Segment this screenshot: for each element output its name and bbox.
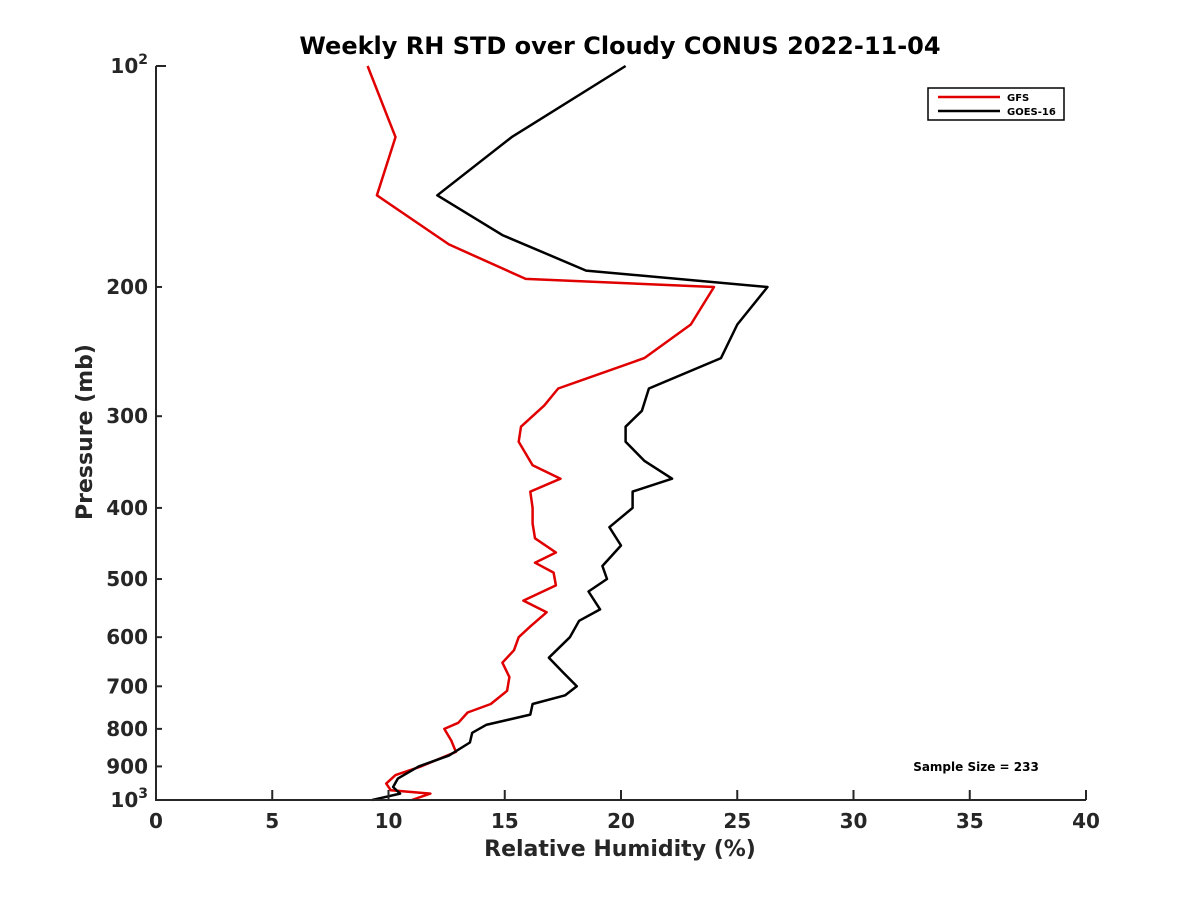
y-axis-label: Pressure (mb) (73, 344, 98, 520)
x-tick-label: 40 (1072, 809, 1100, 833)
legend: GFS GOES-16 (927, 87, 1065, 121)
x-tick-label: 0 (149, 809, 163, 833)
plot-area (366, 64, 769, 802)
y-tick-label: 600 (106, 625, 148, 649)
x-axis-label: Relative Humidity (%) (484, 837, 756, 862)
x-axis-ticks: 0 5 10 15 20 25 30 35 40 (149, 790, 1100, 833)
y-tick-label: 200 (106, 275, 148, 299)
series-line-gfs (366, 65, 716, 802)
chart-title: Weekly RH STD over Cloudy CONUS 2022-11-… (299, 32, 940, 60)
legend-entries: GFS GOES-16 (938, 93, 1056, 118)
y-tick-label: 400 (106, 496, 148, 520)
y-tick-label: 800 (106, 717, 148, 741)
y-tick-label: 700 (106, 674, 148, 698)
legend-label: GFS (1007, 93, 1029, 104)
y-tick-exponent: 3 (138, 786, 148, 802)
x-tick-label: 5 (265, 809, 279, 833)
y-tick-label: 102 (110, 52, 148, 78)
series-line-goes-16 (371, 64, 769, 802)
x-tick-label: 35 (956, 809, 984, 833)
y-tick-base: 10 (110, 54, 138, 78)
legend-box (927, 87, 1065, 121)
y-tick-base: 10 (110, 788, 138, 812)
x-tick-label: 20 (607, 809, 635, 833)
y-tick-label: 300 (106, 404, 148, 428)
y-tick-label: 500 (106, 567, 148, 591)
sample-size-annotation: Sample Size = 233 (913, 760, 1039, 774)
legend-label: GOES-16 (1007, 107, 1056, 118)
y-tick-exponent: 2 (138, 52, 148, 68)
y-tick-label: 103 (110, 786, 148, 812)
x-tick-label: 10 (375, 809, 403, 833)
x-tick-label: 30 (840, 809, 868, 833)
x-tick-label: 25 (723, 809, 751, 833)
x-tick-label: 15 (491, 809, 519, 833)
y-tick-label: 900 (106, 754, 148, 778)
